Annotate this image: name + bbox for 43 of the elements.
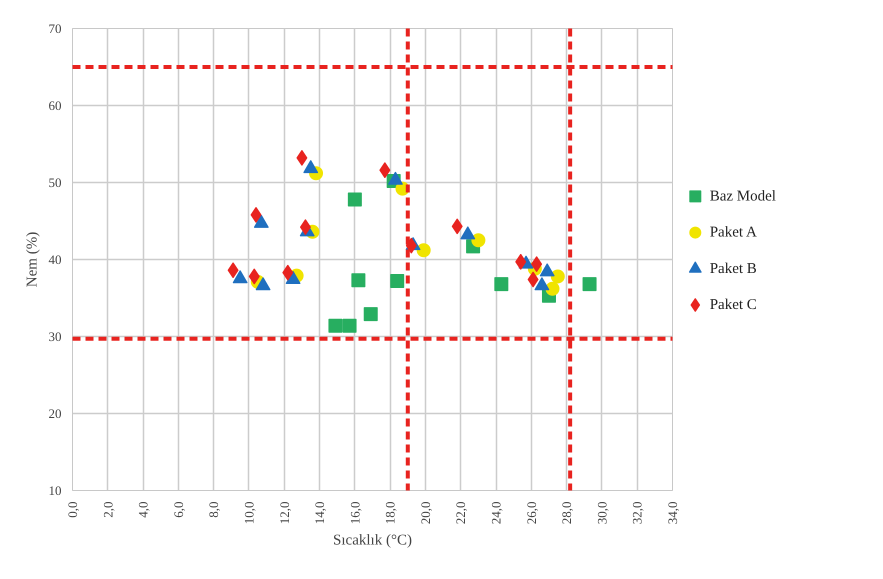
point xyxy=(471,233,486,248)
point xyxy=(416,243,431,258)
y-tick-label: 20 xyxy=(48,406,62,421)
x-tick-label: 26,0 xyxy=(524,502,539,524)
x-tick-label: 16,0 xyxy=(347,502,362,524)
legend-label: Baz Model xyxy=(710,188,776,204)
point xyxy=(550,269,565,284)
x-tick-label: 0,0 xyxy=(65,502,80,518)
x-axis-title: Sıcaklık (°C) xyxy=(333,532,412,548)
point xyxy=(582,277,597,292)
point xyxy=(342,318,357,333)
x-tick-label: 4,0 xyxy=(136,502,151,518)
x-tick-label: 22,0 xyxy=(453,502,468,524)
point xyxy=(364,307,378,322)
x-tick-label: 20,0 xyxy=(418,502,433,524)
legend-label: Paket C xyxy=(710,297,757,314)
x-tick-label: 30,0 xyxy=(594,502,610,524)
legend-label: Paket B xyxy=(710,260,757,277)
y-tick-label: 40 xyxy=(48,252,62,267)
point xyxy=(494,277,508,292)
y-tick-label: 10 xyxy=(48,483,62,498)
point xyxy=(546,282,560,296)
x-tick-label: 18,0 xyxy=(382,502,398,524)
x-tick-label: 34,0 xyxy=(665,502,680,524)
point xyxy=(351,273,366,288)
y-tick-label: 50 xyxy=(48,175,62,190)
x-tick-label: 28,0 xyxy=(559,502,574,524)
point xyxy=(328,318,342,333)
x-tick-label: 2,0 xyxy=(100,502,116,518)
x-tick-label: 32,0 xyxy=(630,502,645,524)
point xyxy=(348,192,362,206)
x-tick-label: 24,0 xyxy=(488,502,504,524)
x-tick-label: 8,0 xyxy=(206,502,222,518)
legend-label: Paket A xyxy=(710,224,757,241)
x-tick-label: 10,0 xyxy=(241,502,256,524)
y-tick-label: 30 xyxy=(48,329,62,344)
x-tick-label: 6,0 xyxy=(170,502,186,518)
x-tick-label: 14,0 xyxy=(312,502,328,524)
x-tick-label: 12,0 xyxy=(276,502,292,524)
y-tick-label: 60 xyxy=(48,98,62,113)
y-axis-title: Nem (%) xyxy=(24,232,40,288)
y-tick-label: 70 xyxy=(48,21,62,36)
point xyxy=(390,274,404,288)
